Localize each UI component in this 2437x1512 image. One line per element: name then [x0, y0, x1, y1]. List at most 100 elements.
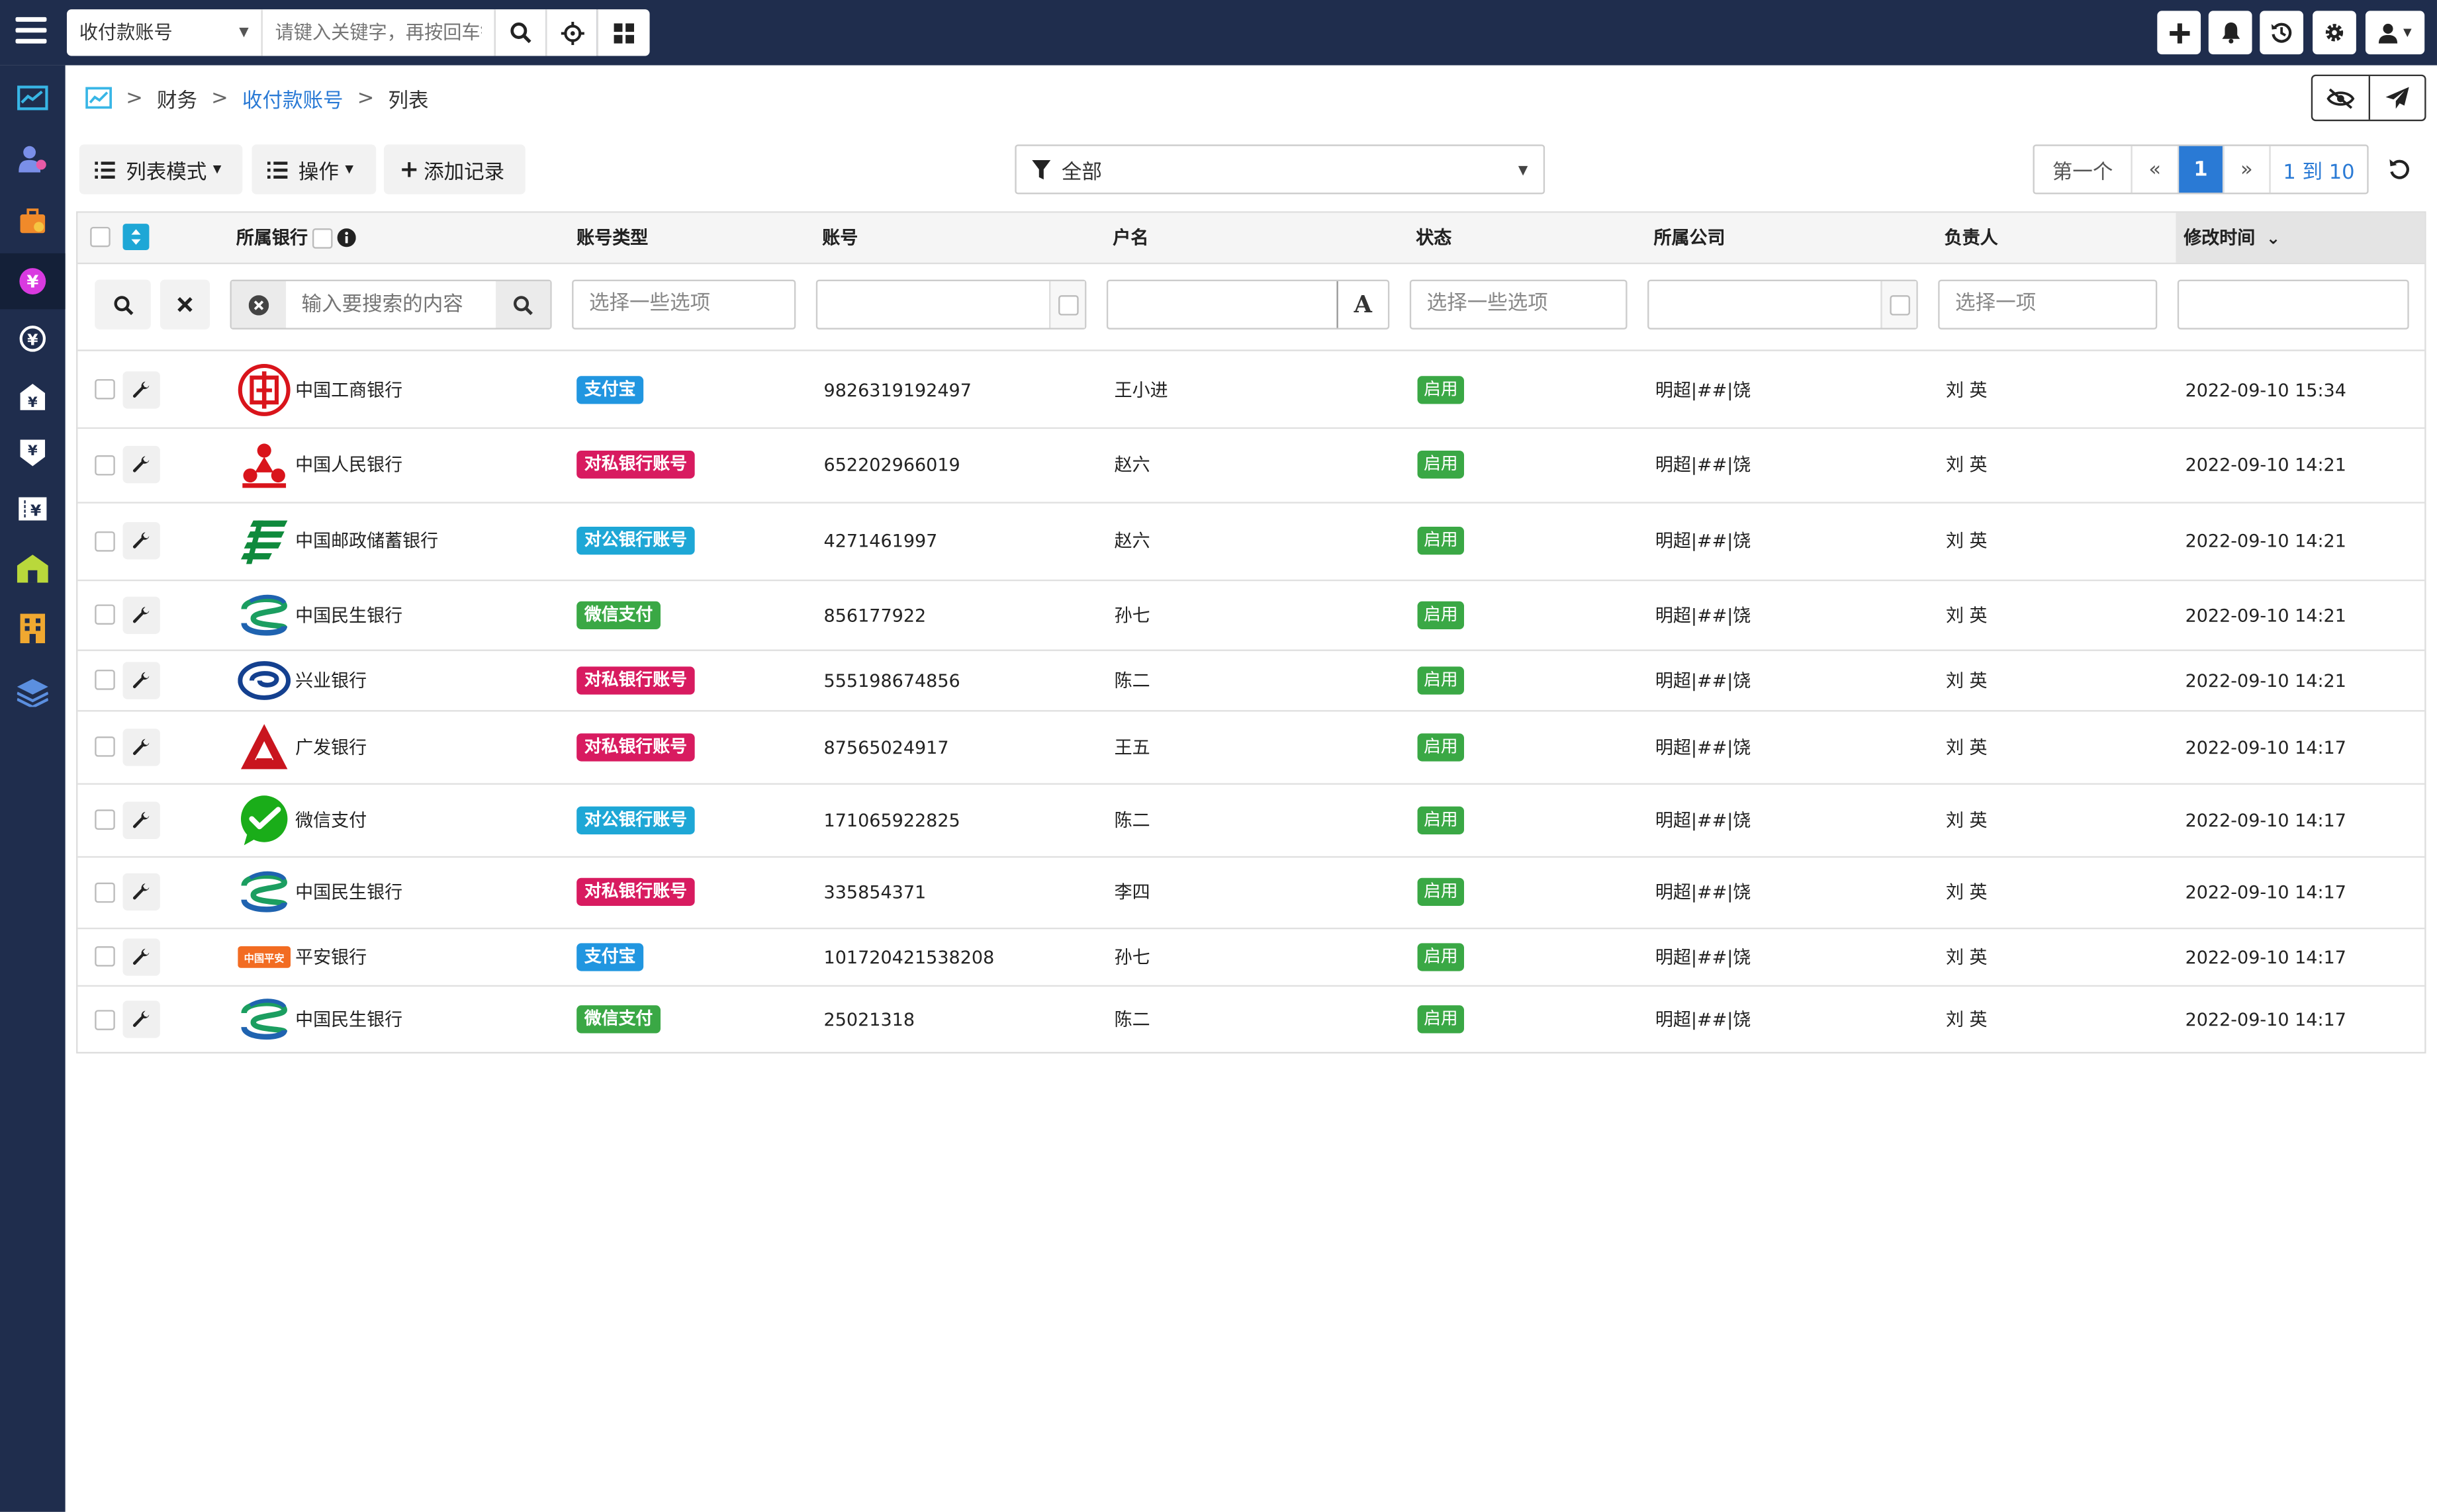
- bank-name[interactable]: 兴业银行: [295, 668, 367, 691]
- col-status[interactable]: 状态: [1416, 226, 1452, 249]
- sidebar-item-finance[interactable]: ¥: [0, 253, 66, 310]
- status-filter-select[interactable]: 选择一些选项: [1409, 279, 1628, 330]
- table-row[interactable]: 中国民生银行 微信支付 856177922 孙七 启用 明超|##|饶 刘 英 2022-09…: [77, 580, 2425, 651]
- settings-button[interactable]: [2313, 11, 2356, 55]
- row-edit-button[interactable]: [122, 521, 160, 560]
- notifications-button[interactable]: [2208, 11, 2252, 55]
- row-edit-button[interactable]: [122, 661, 160, 699]
- grid-button[interactable]: [596, 9, 650, 56]
- clear-filter-button[interactable]: [160, 279, 210, 330]
- row-checkbox[interactable]: [95, 378, 115, 400]
- row-edit-button[interactable]: [122, 1001, 160, 1038]
- table-row[interactable]: 中国民生银行 对私银行账号 335854371 李四 启用 明超|##|饶 刘 英 2022-…: [77, 856, 2425, 930]
- col-bank[interactable]: 所属银行: [236, 213, 308, 263]
- pager-prev[interactable]: «: [2133, 146, 2180, 193]
- bank-name[interactable]: 广发银行: [295, 735, 367, 758]
- bank-name[interactable]: 中国民生银行: [295, 1008, 403, 1030]
- table-row[interactable]: 中国工商银行 支付宝 9826319192497 王小进 启用 明超|##|饶 刘 英 202…: [77, 351, 2425, 429]
- menu-icon[interactable]: [15, 17, 47, 48]
- table-row[interactable]: 中国平安 平安银行 支付宝 101720421538208 孙七 启用 明超|##|饶 刘 英…: [77, 928, 2425, 987]
- table-row[interactable]: 微信支付 对公银行账号 171065922825 陈二 启用 明超|##|饶 刘 英 2022…: [77, 783, 2425, 858]
- col-company[interactable]: 所属公司: [1653, 226, 1725, 249]
- bank-name[interactable]: 中国邮政储蓄银行: [295, 529, 439, 552]
- col-holder[interactable]: 户名: [1113, 226, 1149, 249]
- pager-next[interactable]: »: [2224, 146, 2271, 193]
- sidebar-item-projects[interactable]: [0, 193, 66, 249]
- row-checkbox[interactable]: [95, 604, 115, 625]
- sidebar-item-building[interactable]: [0, 600, 66, 656]
- bank-search-input[interactable]: [286, 281, 496, 328]
- row-checkbox[interactable]: [95, 530, 115, 551]
- breadcrumb-accounts[interactable]: 收付款账号: [242, 89, 344, 113]
- pager-current-page[interactable]: 1: [2179, 146, 2225, 193]
- col-type[interactable]: 账号类型: [576, 226, 649, 249]
- account-filter-input[interactable]: [815, 279, 1087, 330]
- bank-column-checkbox[interactable]: [312, 228, 333, 249]
- row-edit-button[interactable]: [122, 873, 160, 911]
- row-edit-button[interactable]: [122, 445, 160, 484]
- row-checkbox[interactable]: [95, 946, 115, 967]
- row-edit-button[interactable]: [122, 938, 160, 975]
- row-edit-button[interactable]: [122, 371, 160, 408]
- row-checkbox[interactable]: [95, 736, 115, 757]
- row-edit-button[interactable]: [122, 596, 160, 633]
- list-mode-button[interactable]: 列表模式 ▼: [79, 144, 243, 195]
- table-row[interactable]: 广发银行 对私银行账号 87565024917 王五 启用 明超|##|饶 刘 英 2022-…: [77, 710, 2425, 785]
- col-modified[interactable]: 修改时间 ⌄: [2184, 213, 2280, 263]
- filter-select[interactable]: 全部 ▼: [1015, 144, 1545, 195]
- row-checkbox[interactable]: [95, 670, 115, 690]
- table-row[interactable]: 中国民生银行 微信支付 25021318 陈二 启用 明超|##|饶 刘 英 2022-09-…: [77, 985, 2424, 1053]
- expand-toggle-button[interactable]: [122, 224, 150, 251]
- sidebar-item-store[interactable]: [0, 541, 66, 597]
- bank-name[interactable]: 微信支付: [295, 809, 367, 831]
- sidebar-item-exchange[interactable]: ¥: [0, 311, 66, 367]
- bank-name[interactable]: 中国人民银行: [295, 453, 403, 476]
- modified-filter-input[interactable]: [2177, 279, 2409, 330]
- row-checkbox[interactable]: [95, 454, 115, 475]
- company-filter-input[interactable]: [1647, 279, 1918, 330]
- locate-button[interactable]: [545, 9, 597, 56]
- table-row[interactable]: 中国人民银行 对私银行账号 652202966019 赵六 启用 明超|##|饶 刘 英 20…: [77, 427, 2425, 504]
- sidebar-item-layers[interactable]: [0, 665, 66, 721]
- sidebar-item-receivable[interactable]: ¥: [0, 369, 66, 425]
- company-exact-checkbox[interactable]: [1889, 294, 1909, 315]
- user-menu-button[interactable]: ▼: [2365, 11, 2425, 55]
- history-button[interactable]: [2260, 11, 2304, 55]
- add-record-button[interactable]: + 添加记录: [384, 144, 526, 195]
- sidebar-item-contacts[interactable]: [0, 130, 66, 187]
- table-row[interactable]: 兴业银行 对私银行账号 555198674856 陈二 启用 明超|##|饶 刘 英 2022…: [77, 650, 2425, 712]
- bank-name[interactable]: 中国民生银行: [295, 603, 403, 626]
- sidebar-item-payable[interactable]: ¥: [0, 424, 66, 480]
- operations-button[interactable]: 操作 ▼: [252, 144, 377, 195]
- breadcrumb-finance[interactable]: 财务: [156, 89, 198, 113]
- holder-filter-input[interactable]: A: [1106, 279, 1390, 330]
- clear-search-button[interactable]: [231, 281, 287, 328]
- match-case-button[interactable]: A: [1336, 281, 1387, 328]
- row-checkbox[interactable]: [95, 1009, 115, 1030]
- bank-name[interactable]: 平安银行: [295, 945, 367, 967]
- select-all-checkbox[interactable]: [90, 226, 111, 247]
- dashboard-chart-icon[interactable]: [85, 87, 113, 109]
- account-exact-checkbox[interactable]: [1057, 294, 1078, 315]
- row-edit-button[interactable]: [122, 728, 160, 766]
- info-icon[interactable]: [337, 228, 356, 249]
- hide-button[interactable]: [2313, 76, 2369, 120]
- search-button[interactable]: [494, 9, 546, 56]
- send-button[interactable]: [2369, 76, 2424, 120]
- row-edit-button[interactable]: [122, 801, 160, 838]
- row-checkbox[interactable]: [95, 881, 115, 903]
- sidebar-item-invoice[interactable]: ¥: [0, 480, 66, 537]
- bank-name[interactable]: 中国工商银行: [295, 378, 403, 400]
- owner-filter-select[interactable]: 选择一项: [1938, 279, 2158, 330]
- apply-filter-button[interactable]: [95, 279, 151, 330]
- refresh-button[interactable]: [2375, 144, 2424, 194]
- add-button[interactable]: [2157, 11, 2201, 55]
- bank-search-button[interactable]: [496, 281, 551, 328]
- col-account[interactable]: 账号: [822, 226, 858, 249]
- sidebar-item-dashboard[interactable]: [0, 70, 66, 126]
- pager-range[interactable]: 1 到 10: [2283, 161, 2355, 185]
- row-checkbox[interactable]: [95, 809, 115, 830]
- table-row[interactable]: 中国邮政储蓄银行 对公银行账号 4271461997 赵六 启用 明超|##|饶 刘 英 20…: [77, 502, 2425, 582]
- type-filter-select[interactable]: 选择一些选项: [572, 279, 796, 330]
- pager-first[interactable]: 第一个: [2035, 146, 2133, 193]
